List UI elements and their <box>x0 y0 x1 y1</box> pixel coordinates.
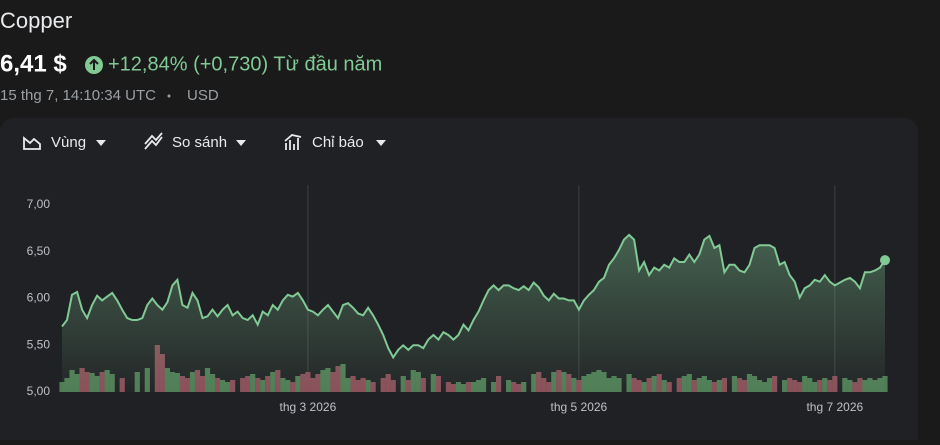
timestamp: 15 thg 7, 14:10:34 UTC <box>0 87 156 104</box>
change: +12,84% (+0,730) Từ đầu năm <box>108 53 382 75</box>
compare-icon[interactable] <box>144 132 163 150</box>
area-button[interactable]: Vùng <box>51 134 86 151</box>
y-tick-label: 5,50 <box>27 337 51 351</box>
dropdown[interactable] <box>376 140 386 146</box>
x-tick-label: thg 7 2026 <box>806 400 863 414</box>
y-tick-label: 5,00 <box>27 384 51 398</box>
indicator-button[interactable]: Chỉ báo <box>312 134 364 151</box>
compare-button[interactable]: So sánh <box>172 134 227 151</box>
x-tick-label: thg 5 2026 <box>551 400 608 414</box>
x-tick-label: thg 3 2026 <box>280 400 337 414</box>
separator <box>167 94 171 98</box>
y-tick-label: 6,50 <box>27 244 51 258</box>
price-area <box>62 234 885 392</box>
up-arrow <box>89 58 99 70</box>
dropdown[interactable] <box>96 140 106 146</box>
price: 6,41 $ <box>0 50 67 77</box>
title: Copper <box>0 8 72 33</box>
indicator-icon[interactable] <box>284 134 302 150</box>
y-tick-label: 7,00 <box>27 197 51 211</box>
area-icon[interactable] <box>23 136 41 150</box>
currency: USD <box>187 87 219 104</box>
y-tick-label: 6,00 <box>27 291 51 305</box>
last-point <box>880 255 890 266</box>
price-line <box>61 233 886 360</box>
dropdown[interactable] <box>236 140 246 146</box>
